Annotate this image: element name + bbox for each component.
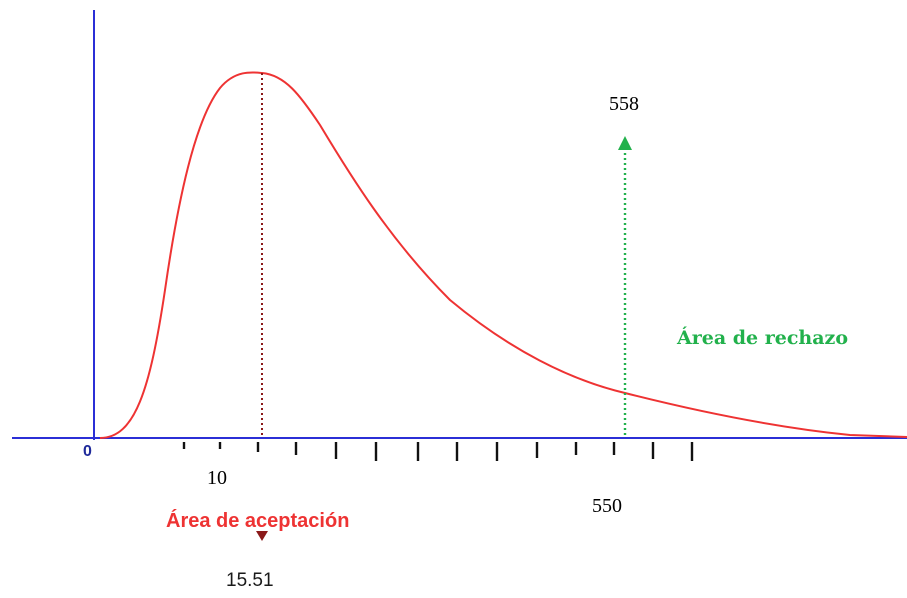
mode-arrow-down-icon (256, 531, 268, 541)
x-axis-ticks (182, 442, 694, 461)
tick-label-10: 10 (207, 467, 227, 489)
origin-label: 0 (83, 443, 92, 460)
mode-value-label: 15.51 (226, 570, 274, 591)
distribution-curve (99, 71, 907, 439)
critical-value-label: 550 (592, 495, 622, 517)
critical-arrow-up-icon (618, 136, 632, 150)
acceptance-area-label: Área de aceptación (166, 509, 349, 532)
rejection-area-label: Área de rechazo (676, 326, 848, 349)
arrow-value-label: 558 (609, 93, 639, 115)
